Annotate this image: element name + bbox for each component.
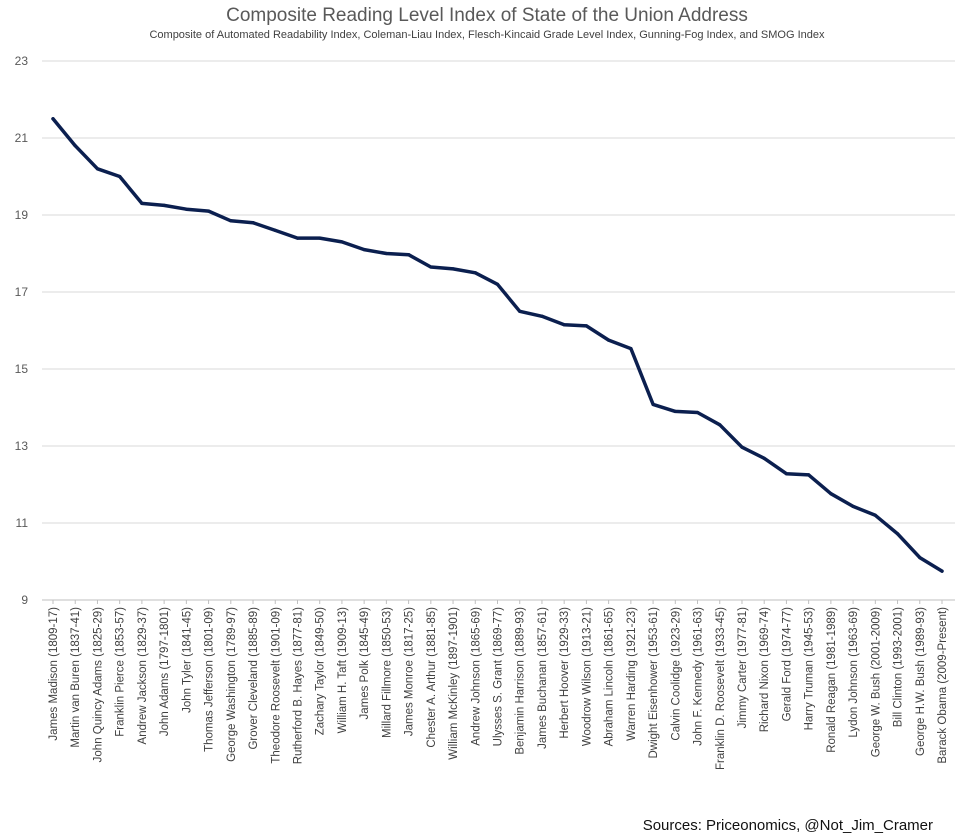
x-tick-label: James Buchanan (1857-61) [537, 607, 549, 749]
y-tick-label: 11 [16, 516, 29, 530]
x-tick-label: Franklin D. Roosevelt (1933-45) [715, 607, 727, 770]
data-point [295, 236, 300, 240]
x-tick-label: George H.W. Bush (1989-93) [915, 607, 927, 756]
x-tick-label: Ronald Reagan (1981-1989) [826, 607, 838, 753]
x-tick-label: Andrew Johnson (1865-69) [470, 607, 482, 746]
data-point [95, 167, 100, 171]
x-tick-label: Bill Clinton (1993-2001) [893, 607, 905, 727]
data-point [251, 221, 255, 225]
data-point [584, 324, 589, 328]
x-tick-label: Ulysses S. Grant (1869-77) [493, 607, 505, 747]
x-tick-label: John Tyler (1841-45) [181, 607, 193, 713]
x-tick-label: Abraham Lincoln (1861-65) [604, 607, 616, 747]
x-tick-label: Theodore Roosevelt (1901-09) [270, 607, 282, 764]
x-tick-label: Zachary Taylor (1849-50) [315, 607, 327, 735]
x-tick-label: John Quincy Adams (1825-29) [92, 607, 104, 763]
data-point [384, 251, 388, 256]
x-tick-label: William H. Taft (1909-13) [337, 607, 349, 733]
data-point [895, 532, 900, 536]
x-tick-label: James Polk (1845-49) [359, 607, 371, 720]
data-point [407, 253, 411, 257]
data-point [184, 207, 188, 211]
data-point [162, 203, 166, 207]
data-point [473, 271, 477, 275]
source-note: Sources: Priceonomics, @Not_Jim_Cramer [643, 817, 933, 834]
x-tick-label: Chester A. Arthur (1881-85) [426, 607, 438, 748]
x-tick-label: Herbert Hoover (1929-33) [559, 607, 571, 739]
x-tick-label: Dwight Eisenhower (1953-61) [648, 607, 660, 759]
data-point [451, 267, 455, 271]
data-point [229, 219, 233, 223]
x-tick-label: Gerald Ford (1974-77) [781, 607, 793, 722]
y-tick-label: 23 [15, 54, 29, 68]
y-tick-label: 21 [15, 131, 29, 145]
data-point [206, 209, 211, 213]
data-point [651, 402, 655, 407]
chart-title: Composite Reading Level Index of State o… [226, 5, 748, 26]
data-point [807, 473, 811, 477]
x-tick-label: Harry Truman (1945-53) [804, 607, 816, 731]
data-point [784, 472, 789, 476]
y-tick-label: 19 [15, 208, 29, 222]
x-tick-label: Millard Fillmore (1850-53) [381, 607, 393, 738]
x-tick-label: John Adams (1797-1801) [159, 607, 171, 736]
data-point [273, 228, 277, 232]
y-tick-label: 17 [15, 285, 29, 299]
data-point [118, 174, 122, 179]
x-tick-label: Martin van Buren (1837-41) [70, 607, 82, 748]
data-point [873, 513, 877, 517]
data-point [562, 323, 566, 327]
x-axis-ticks: James Madison (1809-17) Martin van Buren … [48, 600, 949, 770]
y-tick-label: 15 [15, 362, 29, 376]
x-tick-label: Calvin Coolidge (1923-29) [670, 607, 682, 741]
x-tick-label: Warren Harding (1921-23) [626, 607, 638, 741]
y-tick-label: 9 [21, 593, 28, 607]
chart-subtitle: Composite of Automated Readability Index… [149, 29, 825, 41]
data-point [629, 346, 633, 351]
data-point [73, 144, 77, 148]
series-line [51, 117, 944, 573]
data-point [140, 201, 144, 206]
series-layer [51, 117, 944, 573]
data-point [695, 410, 700, 415]
data-point [940, 569, 944, 573]
x-tick-label: Grover Cleveland (1885-89) [248, 607, 260, 750]
data-point [51, 117, 55, 121]
x-tick-label: Rutherford B. Hayes (1877-81) [292, 607, 304, 764]
data-point [340, 240, 344, 244]
x-tick-label: Lydon Johnson (1963-69) [848, 607, 860, 738]
data-point [518, 309, 522, 313]
data-point [762, 456, 766, 460]
x-tick-label: William McKinley (1897-1901) [448, 607, 460, 760]
y-axis-ticks: 9 11 13 15 17 19 21 23 [15, 54, 29, 607]
x-tick-label: James Monroe (1817-25) [404, 607, 416, 736]
data-point [829, 492, 833, 496]
x-tick-label: Woodrow Wilson (1913-21) [581, 607, 593, 746]
x-tick-label: Richard Nixon (1969-74) [759, 607, 771, 732]
x-tick-label: George W. Bush (2001-2009) [870, 607, 882, 757]
x-tick-label: Thomas Jefferson (1801-09) [204, 607, 216, 752]
x-tick-label: Benjamin Harrison (1889-93) [515, 607, 527, 755]
data-point [718, 423, 722, 427]
x-tick-label: Barack Obama (2009-Present) [937, 607, 949, 764]
x-tick-label: James Madison (1809-17) [48, 607, 60, 741]
x-tick-label: John F. Kennedy (1961-63) [693, 607, 705, 746]
data-point [362, 248, 366, 252]
y-tick-label: 13 [15, 439, 29, 453]
data-point [318, 236, 322, 240]
data-point [673, 409, 677, 413]
data-point [918, 556, 922, 560]
data-point [740, 445, 744, 449]
x-tick-label: Andrew Jackson (1829-37) [137, 607, 149, 745]
x-tick-label: Franklin Pierce (1853-57) [115, 607, 127, 737]
data-point [851, 504, 855, 509]
x-tick-label: Jimmy Carter (1977-81) [737, 607, 749, 729]
gridlines [42, 60, 955, 601]
x-tick-label: George Washington (1789-97) [226, 607, 238, 762]
data-point [495, 282, 500, 286]
data-point [540, 314, 544, 318]
data-point [429, 265, 433, 269]
data-point [607, 338, 611, 342]
